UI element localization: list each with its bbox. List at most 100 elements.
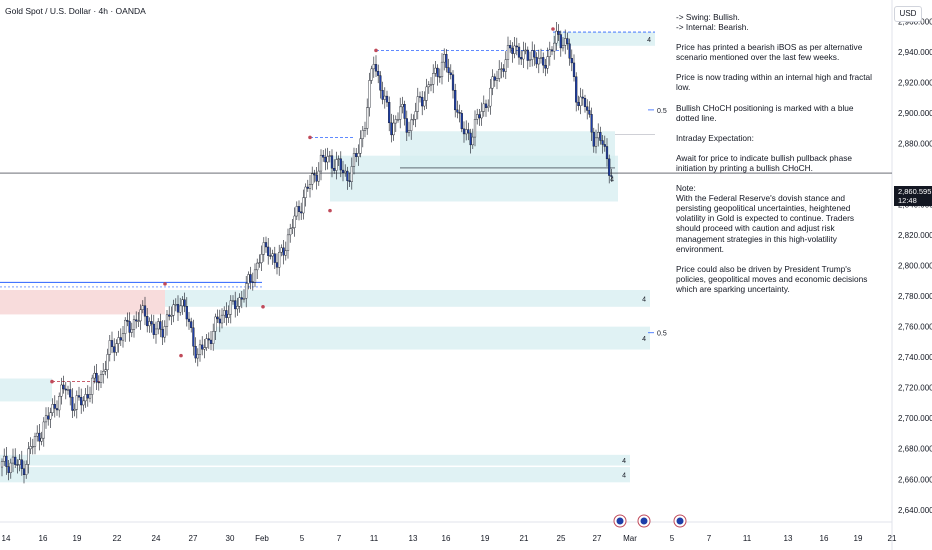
candle [504,59,507,72]
candle [579,96,582,106]
candle [469,132,472,146]
candle [44,415,48,423]
candle [176,304,180,313]
candle [491,76,494,89]
candle [438,76,441,78]
swing-marker [308,135,312,140]
candle [209,339,213,344]
note-choch: Bullish CHoCH positioning is marked with… [676,102,854,123]
candle [108,340,111,355]
analysis-notes: -> Swing: Bullish. -> Internal: Bearish.… [676,12,876,294]
candle [319,154,323,172]
candle [218,318,221,324]
candle [106,354,109,370]
candle [284,250,287,256]
candle [5,455,8,467]
candle [324,157,327,163]
swing-marker [179,353,183,358]
candle [185,306,188,320]
candle [38,432,41,442]
candle [372,64,375,70]
candle [293,215,296,228]
swing-marker [551,27,555,31]
candle [124,319,127,334]
x-tick-label: 27 [189,534,198,543]
x-tick-label: 22 [113,534,122,543]
candle [533,50,536,58]
swing-marker [261,304,265,309]
candle [161,328,164,338]
y-tick-label: 2,940.000 [898,48,932,57]
candle [143,305,147,317]
candle [49,412,52,420]
note-trump: Price could also be driven by President … [676,263,868,294]
candle [511,47,514,54]
candle [95,372,98,383]
demand-zone [214,326,650,350]
demand-zone [553,32,655,46]
candle [62,384,65,390]
candle [361,130,364,139]
x-tick-label: 13 [784,534,793,543]
y-tick-label: 2,820.000 [898,231,932,240]
candle [392,122,395,136]
candle [493,76,496,81]
swing-marker [328,208,332,213]
candle [238,297,241,307]
countdown-value: 12:48 [898,196,917,205]
candle [71,396,74,411]
candle [401,104,404,108]
candle [572,62,576,77]
x-tick-label: 27 [593,534,602,543]
candle [137,320,140,322]
candle [553,42,556,52]
demand-zone [0,378,52,402]
y-tick-label: 2,800.000 [898,262,932,271]
candle [357,153,360,157]
candle [247,274,250,284]
candle [544,64,547,69]
candle [291,227,294,229]
candle [570,57,573,64]
candle [522,50,525,60]
candle [399,106,402,120]
candle [566,38,569,45]
candle [416,96,419,112]
candle [132,319,136,330]
swing-marker [374,48,378,53]
x-tick-label: 5 [670,534,675,543]
candle [390,122,393,136]
candle [363,128,367,131]
candle [60,384,63,397]
candle [51,404,54,413]
candle [528,59,532,61]
note-ibos: Price has printed a bearish iBOS as per … [676,42,863,63]
candle [66,389,70,391]
candle [77,395,81,398]
candle [80,397,83,406]
candle [187,318,191,322]
candle [201,344,204,350]
demand-zone [0,467,630,483]
currency-selector[interactable]: USD [894,6,922,22]
candle [341,169,345,173]
candle [3,455,6,462]
candle [130,329,133,333]
candle [73,409,76,411]
candle [412,118,415,121]
candle [410,119,413,131]
candle [286,234,290,251]
candle [190,321,193,329]
candle [33,435,37,447]
candle [207,338,210,341]
x-tick-label: 21 [520,534,529,543]
candle [205,338,208,348]
demand-zone [165,290,650,307]
candle [7,466,10,473]
candle [163,326,166,338]
candle [214,316,217,332]
x-tick-label: 7 [337,534,342,543]
y-tick-label: 2,780.000 [898,292,932,301]
candle [154,328,158,335]
